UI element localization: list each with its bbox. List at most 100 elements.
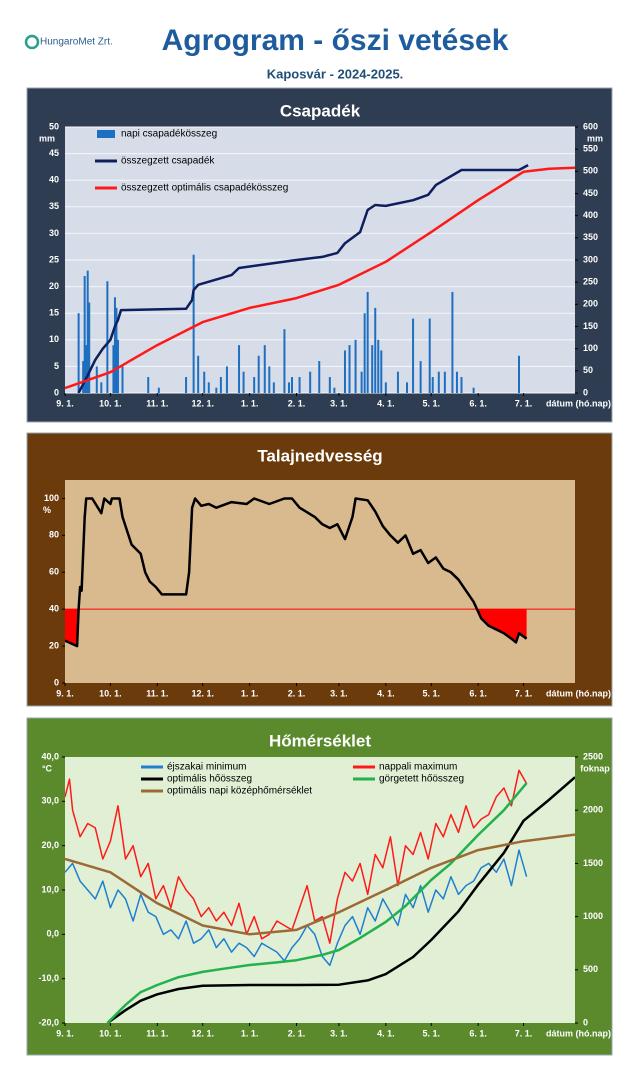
precip-bar	[460, 377, 463, 393]
line-series	[65, 497, 528, 648]
x-tick-label: 6. 1.	[469, 688, 487, 698]
x-tick-label: 4. 1.	[377, 398, 395, 408]
y-axis-unit: °C	[42, 763, 53, 773]
precip-bar	[82, 361, 85, 393]
y-tick-label: 80	[49, 530, 59, 540]
line-series	[65, 166, 575, 390]
precip-bar	[253, 377, 256, 393]
plot-marks	[65, 769, 575, 1023]
y-tick-label: 5	[54, 361, 59, 371]
plot-area	[65, 757, 575, 1023]
precip-bar	[257, 355, 260, 393]
precip-bar	[518, 355, 521, 393]
legend: napi csapadékösszeg összegzett csapadék ös…	[95, 129, 288, 194]
precip-bar	[238, 345, 241, 393]
precip-bar	[106, 281, 109, 393]
precip-bar	[77, 313, 80, 393]
x-tick-label: 5. 1.	[422, 1028, 440, 1038]
y-axis-unit: %	[43, 505, 51, 515]
precip-bar	[157, 387, 160, 393]
precip-bar	[333, 387, 336, 393]
line-series	[106, 776, 575, 1023]
precip-bar	[207, 382, 210, 393]
y2-axis-unit: foknap	[580, 763, 610, 773]
x-tick-label: 1. 1.	[241, 398, 259, 408]
chart-title: Csapadék	[280, 101, 361, 120]
plot-marks	[65, 163, 575, 393]
precip-bar	[242, 371, 245, 393]
precip-bar	[85, 345, 88, 393]
y2-tick-label: 400	[583, 210, 598, 220]
precip-bar	[268, 366, 271, 393]
line-series	[106, 782, 528, 1023]
precip-bar	[115, 307, 118, 393]
x-tick-label: 4. 1.	[377, 688, 395, 698]
legend-label: görgetett hőösszeg	[379, 774, 464, 785]
x-tick-label: 12. 1.	[191, 398, 214, 408]
precip-bar	[354, 339, 357, 393]
x-tick-label: 12. 1.	[191, 688, 214, 698]
chart: Hőmérséklet -20,0 -10,0 0,0 10,0 20,0 30,0 40,0…	[26, 717, 613, 1056]
y-tick-label: 100	[44, 493, 59, 503]
precip-bar	[343, 350, 346, 393]
y2-tick-label: 550	[583, 144, 598, 154]
legend-label: optimális napi középhőmérséklet	[167, 786, 312, 797]
line-series	[65, 833, 575, 936]
x-tick-label: 2. 1.	[288, 1028, 306, 1038]
legend-swatch	[97, 130, 115, 138]
y2-tick-label: 0	[583, 1017, 588, 1027]
precip-bar	[328, 377, 331, 393]
y2-tick-label: 500	[583, 964, 598, 974]
precip-bar	[263, 345, 266, 393]
x-tick-label: 3. 1.	[330, 1028, 348, 1038]
plot-area	[65, 480, 575, 683]
x-tick-label: 10. 1.	[99, 1028, 122, 1038]
precip-bar	[219, 377, 222, 393]
y2-tick-label: 0	[583, 387, 588, 397]
y2-axis-unit: mm	[587, 133, 603, 143]
precip-bar	[86, 270, 89, 393]
y2-tick-label: 600	[583, 121, 598, 131]
precip-bar	[83, 275, 86, 393]
precip-bar	[472, 387, 475, 393]
y-tick-label: 45	[49, 148, 59, 158]
legend: éjszakai minimum nappali maximum optimális…	[141, 762, 464, 797]
y-tick-label: 15	[49, 308, 59, 318]
precip-bar	[147, 377, 150, 393]
x-tick-label: 2. 1.	[288, 398, 306, 408]
precip-bar	[298, 377, 301, 393]
logo-icon	[24, 34, 40, 50]
legend-label: nappali maximum	[379, 762, 457, 773]
y-tick-label: 0	[54, 387, 59, 397]
x-tick-label: 2. 1.	[288, 688, 306, 698]
x-axis-title: dátum (hó.nap)	[546, 398, 611, 408]
x-tick-label: 7. 1.	[515, 1028, 533, 1038]
precip-bar	[437, 371, 440, 393]
x-tick-label: 10. 1.	[99, 398, 122, 408]
x-tick-label: 11. 1.	[146, 398, 168, 408]
legend-label: napi csapadékösszeg	[121, 129, 217, 140]
x-tick-label: 5. 1.	[422, 398, 440, 408]
legend-label: összegzett csapadék	[121, 156, 215, 167]
y-tick-label: 10,0	[41, 884, 59, 894]
deficit-area	[65, 609, 527, 647]
precip-bar	[396, 371, 399, 393]
precip-bar	[287, 382, 290, 393]
y-tick-label: 10	[49, 334, 59, 344]
legend-label: éjszakai minimum	[167, 762, 246, 773]
y2-tick-label: 200	[583, 299, 598, 309]
y-tick-label: 20	[49, 281, 59, 291]
x-tick-label: 3. 1.	[330, 398, 348, 408]
x-tick-label: 11. 1.	[146, 688, 168, 698]
precip-bar	[121, 366, 124, 393]
x-tick-label: 6. 1.	[469, 1028, 487, 1038]
precip-bar	[113, 297, 116, 393]
precip-bar	[225, 366, 228, 393]
y2-tick-label: 100	[583, 343, 598, 353]
precip-bar	[203, 371, 206, 393]
chart: Talajnedvesség 0 20 40 60 80 100 9. 1. 10. 1. 11.…	[26, 432, 613, 707]
x-tick-label: 9. 1.	[56, 1028, 74, 1038]
x-tick-label: 4. 1.	[377, 1028, 395, 1038]
precip-bar	[428, 318, 431, 393]
y-tick-label: 0	[54, 677, 59, 687]
